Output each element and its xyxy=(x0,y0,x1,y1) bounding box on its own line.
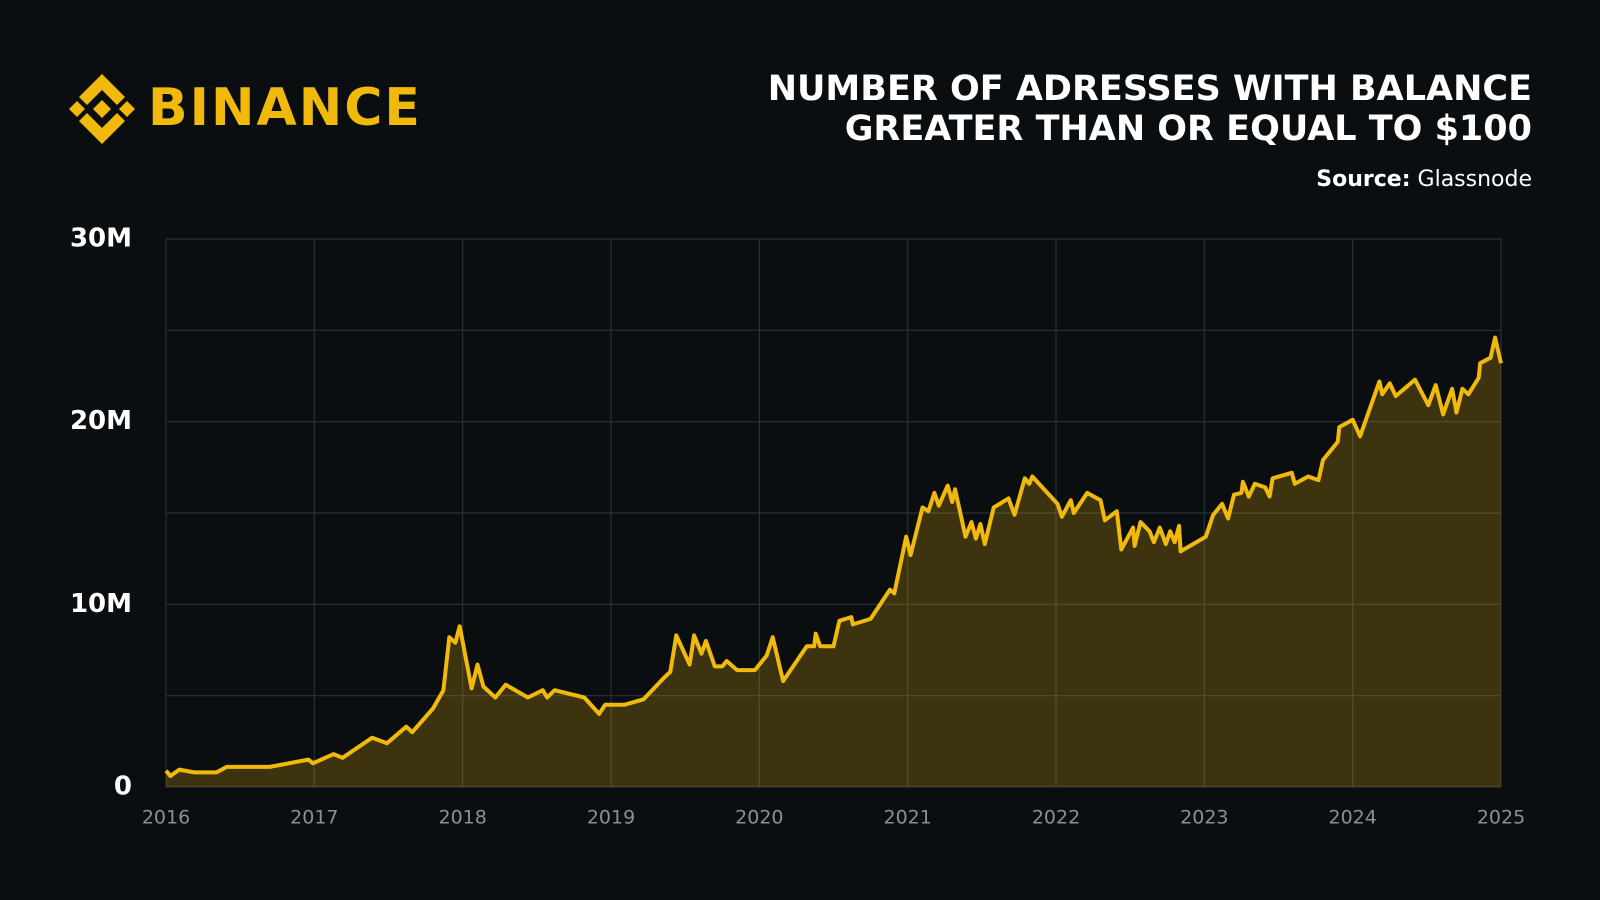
area xyxy=(166,337,1501,787)
source: Source: Glassnode xyxy=(1316,167,1532,192)
y-tick-label: 10M xyxy=(70,589,132,619)
chart-title: GREATER THAN OR EQUAL TO $100 xyxy=(845,109,1532,149)
x-tick-label: 2021 xyxy=(883,807,931,829)
x-tick-label: 2016 xyxy=(142,807,190,829)
x-tick-label: 2023 xyxy=(1180,807,1228,829)
y-tick-label: 30M xyxy=(70,224,132,254)
chart-title: NUMBER OF ADRESSES WITH BALANCE xyxy=(768,69,1532,109)
logo-icon xyxy=(69,74,135,144)
brand-name: BINANCE xyxy=(148,78,422,138)
line xyxy=(164,335,1503,778)
x-tick-label: 2017 xyxy=(290,807,338,829)
source-name: Glassnode xyxy=(1418,167,1532,192)
x-tick-label: 2019 xyxy=(587,807,635,829)
y-tick-label: 0 xyxy=(114,772,132,802)
source-label: Source: xyxy=(1316,167,1410,192)
x-tick-label: 2018 xyxy=(438,807,486,829)
x-tick-label: 2020 xyxy=(735,807,783,829)
x-tick-label: 2024 xyxy=(1328,807,1376,829)
x-tick-label: 2025 xyxy=(1477,807,1525,829)
x-tick-label: 2022 xyxy=(1032,807,1080,829)
y-tick-label: 20M xyxy=(70,406,132,436)
